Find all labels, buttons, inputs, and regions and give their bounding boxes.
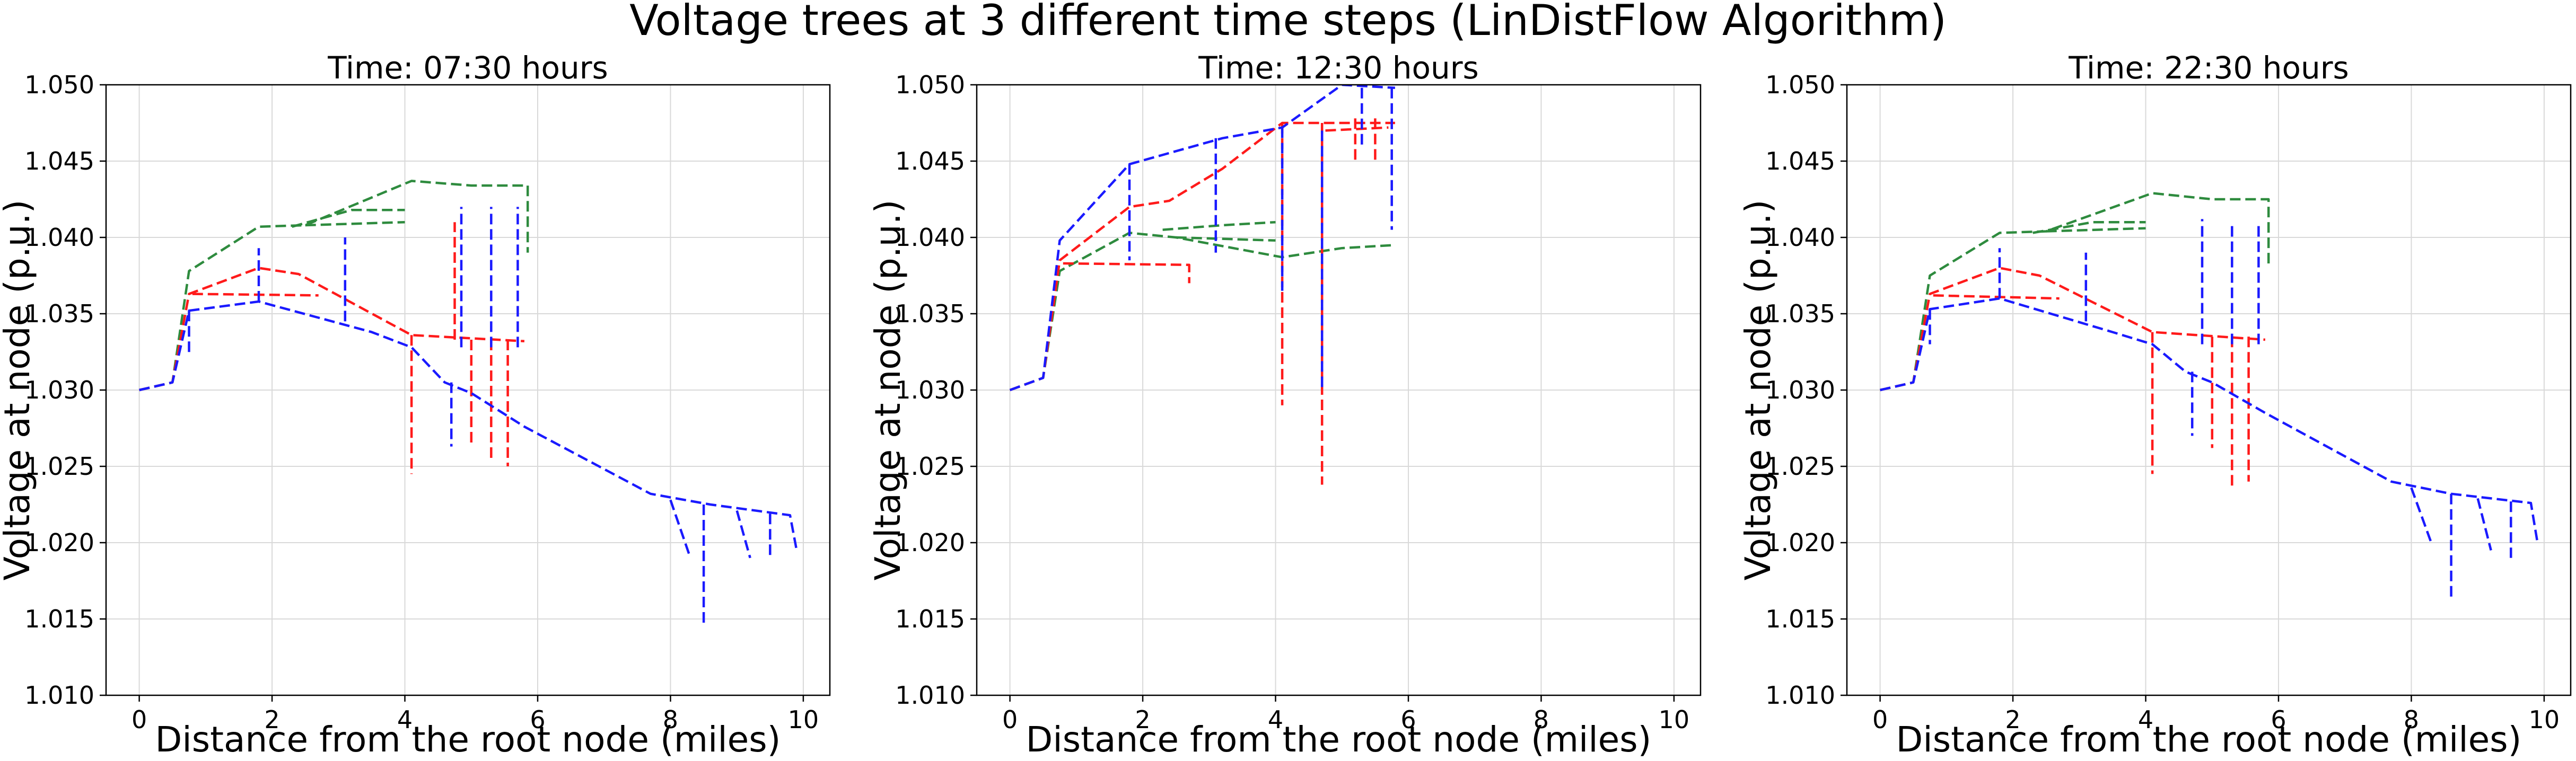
- series-phase_a-branch-2: [305, 220, 405, 227]
- traces: [1009, 85, 1396, 485]
- x-tick-label: 2: [2005, 705, 2020, 734]
- y-axis-label: Voltage at node (p.u.): [868, 200, 908, 581]
- series-phase_b-branch-1: [192, 293, 319, 297]
- series-phase_a-branch-2: [1176, 236, 1276, 242]
- traces: [1880, 192, 2539, 601]
- y-tick-label: 1.035: [24, 299, 94, 328]
- y-tick-label: 1.030: [24, 376, 94, 404]
- y-tick-label: 1.045: [24, 147, 94, 175]
- y-tick-label: 1.030: [895, 376, 965, 404]
- series-phase_b-branch-1: [1933, 294, 2060, 300]
- y-tick-label: 1.035: [895, 299, 965, 328]
- series-phase_c-branch-10: [735, 510, 751, 559]
- y-tick-label: 1.015: [24, 605, 94, 633]
- y-tick-label: 1.045: [895, 147, 965, 175]
- series-phase_b-branch-0: [1009, 121, 1395, 392]
- y-tick-label: 1.050: [1765, 70, 1835, 99]
- y-tick-label: 1.010: [895, 681, 965, 710]
- x-tick-label: 4: [397, 705, 413, 734]
- panel-title: Time: 07:30 hours: [327, 50, 608, 86]
- chart-panel-1230: 0 2 4 6 8 10 1.010 1.015 1.020 1.025 1.030 1.035 1.0…: [868, 50, 1702, 760]
- y-tick-label: 1.050: [895, 70, 965, 99]
- x-tick-label: 10: [1659, 705, 1690, 734]
- series-phase_a-branch-1: [2032, 220, 2146, 234]
- y-tick-label: 1.050: [24, 70, 94, 99]
- y-tick-label: 1.040: [895, 223, 965, 252]
- x-tick-label: 6: [530, 705, 545, 734]
- series-phase_c-branch-8: [2410, 487, 2433, 543]
- y-tick-label: 1.045: [1765, 147, 1835, 175]
- y-tick-label: 1.035: [1765, 299, 1835, 328]
- series-phase_b-branch-0: [1880, 267, 2266, 392]
- traces: [139, 180, 798, 627]
- x-tick-label: 2: [1135, 705, 1150, 734]
- y-tick-label: 1.040: [1765, 223, 1835, 252]
- y-axis-label: Voltage at node (p.u.): [1738, 200, 1778, 581]
- series-phase_a-branch-1: [1162, 220, 1276, 231]
- panel-title: Time: 12:30 hours: [1198, 50, 1479, 86]
- x-tick-label: 8: [663, 705, 678, 734]
- x-tick-label: 0: [132, 705, 147, 734]
- x-axis-label: Distance from the root node (miles): [1026, 719, 1652, 760]
- x-tick-label: 0: [1872, 705, 1888, 734]
- x-tick-label: 6: [1400, 705, 1416, 734]
- series-phase_c-branch-0: [1009, 85, 1396, 392]
- x-tick-label: 4: [2138, 705, 2153, 734]
- y-tick-label: 1.040: [24, 223, 94, 252]
- series-phase_b-branch-0: [139, 267, 525, 392]
- x-tick-label: 6: [2271, 705, 2286, 734]
- series-phase_c-branch-10: [2476, 498, 2492, 551]
- x-tick-label: 2: [264, 705, 279, 734]
- x-tick-label: 0: [1002, 705, 1018, 734]
- x-tick-label: 10: [788, 705, 819, 734]
- series-phase_a-branch-0: [139, 180, 529, 392]
- y-tick-label: 1.015: [895, 605, 965, 633]
- x-axis-label: Distance from the root node (miles): [1896, 719, 2522, 760]
- x-tick-label: 10: [2529, 705, 2560, 734]
- series-phase_c-branch-8: [669, 499, 692, 559]
- figure-suptitle: Voltage trees at 3 different time steps …: [629, 0, 1947, 45]
- x-tick-label: 4: [1268, 705, 1283, 734]
- y-tick-label: 1.020: [895, 528, 965, 557]
- y-axis-label: Voltage at node (p.u.): [0, 200, 38, 581]
- series-phase_a-branch-0: [1009, 232, 1396, 392]
- series-phase_a-branch-1: [291, 208, 405, 228]
- y-tick-label: 1.010: [1765, 681, 1835, 710]
- series-phase_a-branch-2: [2046, 227, 2146, 233]
- y-tick-label: 1.030: [1765, 376, 1835, 404]
- series-phase_b-branch-6: [1325, 126, 1389, 132]
- y-tick-label: 1.025: [1765, 452, 1835, 481]
- y-tick-label: 1.025: [24, 452, 94, 481]
- chart-panel-0730: 0 2 4 6 8 10 1.010 1.015 1.020 1.025 1.030 1.035 1.0…: [0, 50, 831, 760]
- x-tick-label: 8: [1534, 705, 1549, 734]
- y-tick-label: 1.020: [1765, 528, 1835, 557]
- y-tick-label: 1.020: [24, 528, 94, 557]
- y-tick-label: 1.025: [895, 452, 965, 481]
- x-axis-label: Distance from the root node (miles): [155, 719, 781, 760]
- series-phase_b-branch-1: [1063, 262, 1190, 284]
- panel-title: Time: 22:30 hours: [2068, 50, 2349, 86]
- y-tick-label: 1.010: [24, 681, 94, 710]
- x-tick-label: 8: [2404, 705, 2419, 734]
- y-tick-label: 1.015: [1765, 605, 1835, 633]
- chart-panel-2230: 0 2 4 6 8 10 1.010 1.015 1.020 1.025 1.030 1.035 1.0…: [1738, 50, 2572, 760]
